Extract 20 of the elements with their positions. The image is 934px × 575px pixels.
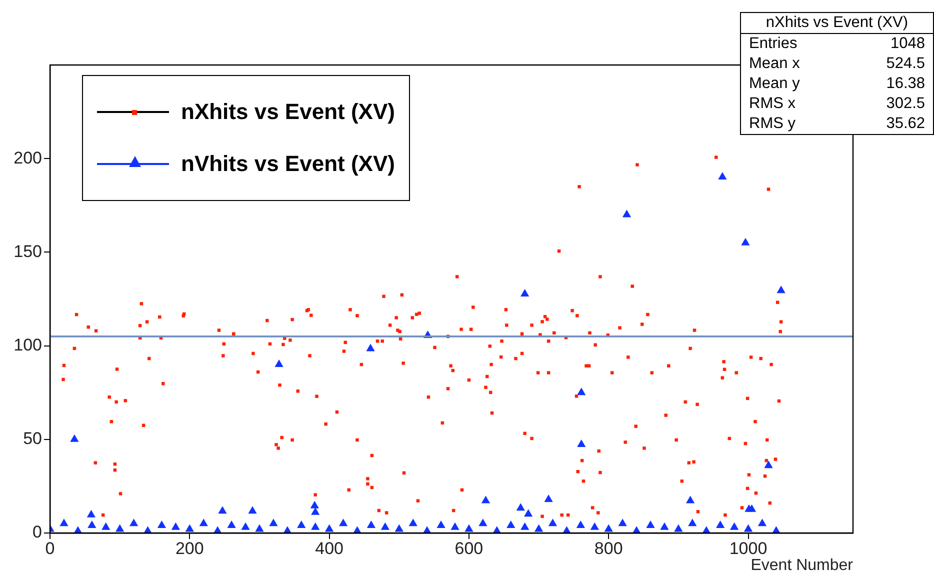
text: nXhits vs Event (XV) — [741, 13, 933, 34]
y-tick-label: 200 — [14, 148, 42, 168]
y-tick-label: 0 — [32, 522, 42, 542]
x-tick-label: 400 — [315, 538, 344, 558]
x-tick-label: 800 — [594, 538, 623, 558]
x-tick-label: 600 — [454, 538, 484, 558]
legend-label: nVhits vs Event (XV) — [181, 151, 395, 177]
x-axis-title: Event Number — [750, 556, 854, 574]
x-tick-label: 1000 — [729, 538, 768, 558]
y-tick-label: 150 — [14, 242, 42, 261]
text: RMS y 35.62 — [749, 115, 925, 132]
text: Entries 1048 — [749, 35, 925, 52]
y-tick-label: 50 — [23, 429, 42, 448]
text: Mean y 16.38 — [749, 75, 925, 92]
legend-label: nXhits vs Event (XV) — [181, 99, 395, 125]
text: Mean x 524.5 — [749, 55, 925, 72]
text: RMS x 302.5 — [749, 95, 925, 112]
x-tick-label: 200 — [175, 538, 204, 558]
x-tick-label: 0 — [45, 538, 55, 558]
y-tick-label: 100 — [14, 335, 42, 354]
